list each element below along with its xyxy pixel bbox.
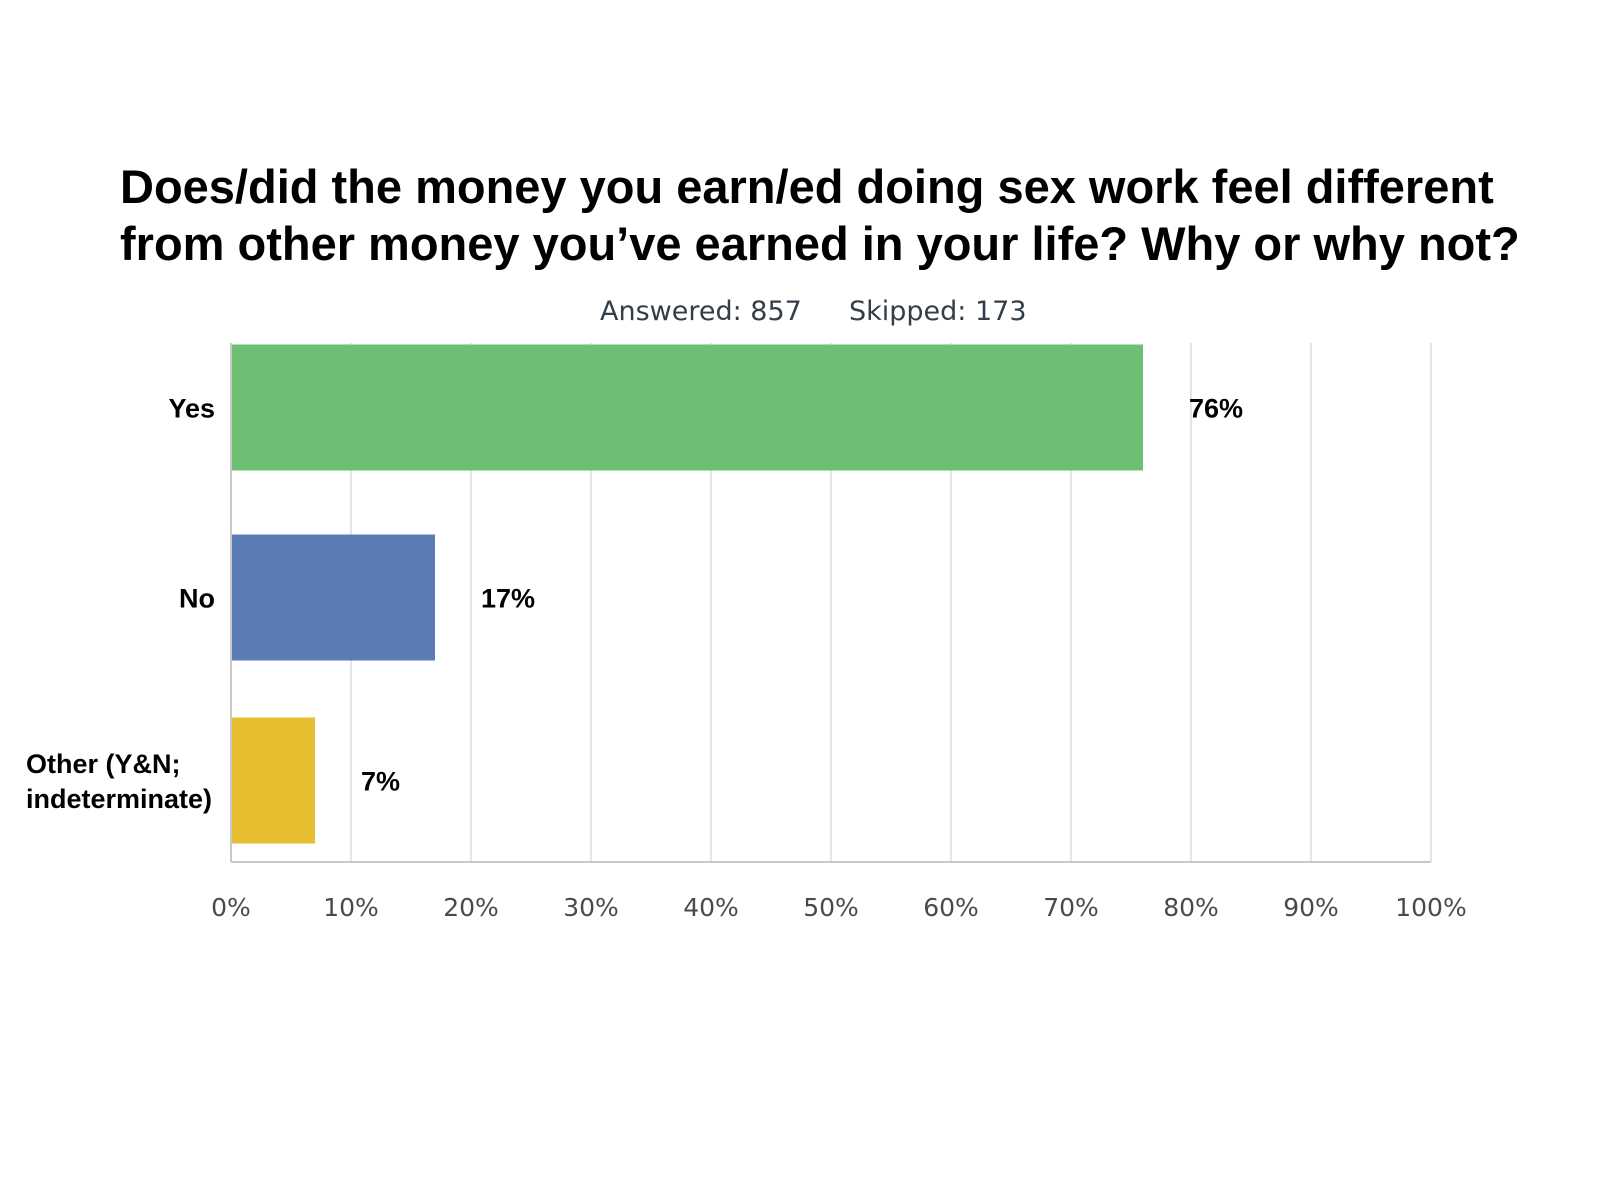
chart-title-line-2: from other money you’ve earned in your l…	[120, 217, 1520, 270]
bar	[231, 717, 315, 844]
chart-title: Does/did the money you earn/ed doing sex…	[120, 158, 1590, 272]
bar-value-label: 7%	[361, 767, 400, 797]
bars	[231, 344, 1143, 844]
x-tick-label: 80%	[1163, 893, 1219, 922]
x-tick-label: 0%	[211, 893, 251, 922]
category-label: No	[179, 584, 215, 614]
bar-value-label: 76%	[1189, 394, 1243, 424]
category-label: Other (Y&N; indeterminate)	[26, 749, 212, 814]
x-tick-label: 50%	[803, 893, 859, 922]
category-label-line: indeterminate)	[26, 784, 212, 814]
x-tick-label: 100%	[1395, 893, 1466, 922]
bar	[231, 534, 435, 661]
response-stats: Answered: 857 Skipped: 173	[0, 296, 1600, 336]
category-label-line: No	[179, 584, 215, 614]
x-tick-label: 10%	[323, 893, 379, 922]
bar	[231, 344, 1143, 471]
labels: 0% 10% 20% 30% 40% 50% 60% 70% 80% 90% 100% 76% Yes 1…	[26, 394, 1467, 923]
category-label-line: Yes	[168, 394, 215, 424]
bar-value-label: 17%	[481, 584, 535, 614]
axes	[230, 343, 1431, 863]
answered-count: Answered: 857	[600, 296, 802, 327]
x-tick-label: 60%	[923, 893, 979, 922]
chart-title-line-1: Does/did the money you earn/ed doing sex…	[120, 160, 1494, 213]
skipped-count: Skipped: 173	[849, 296, 1027, 327]
x-tick-label: 20%	[443, 893, 499, 922]
x-tick-label: 70%	[1043, 893, 1099, 922]
x-tick-label: 90%	[1283, 893, 1339, 922]
x-tick-label: 40%	[683, 893, 739, 922]
x-tick-label: 30%	[563, 893, 619, 922]
category-label-line: Other (Y&N;	[26, 749, 181, 779]
category-label: Yes	[168, 394, 215, 424]
